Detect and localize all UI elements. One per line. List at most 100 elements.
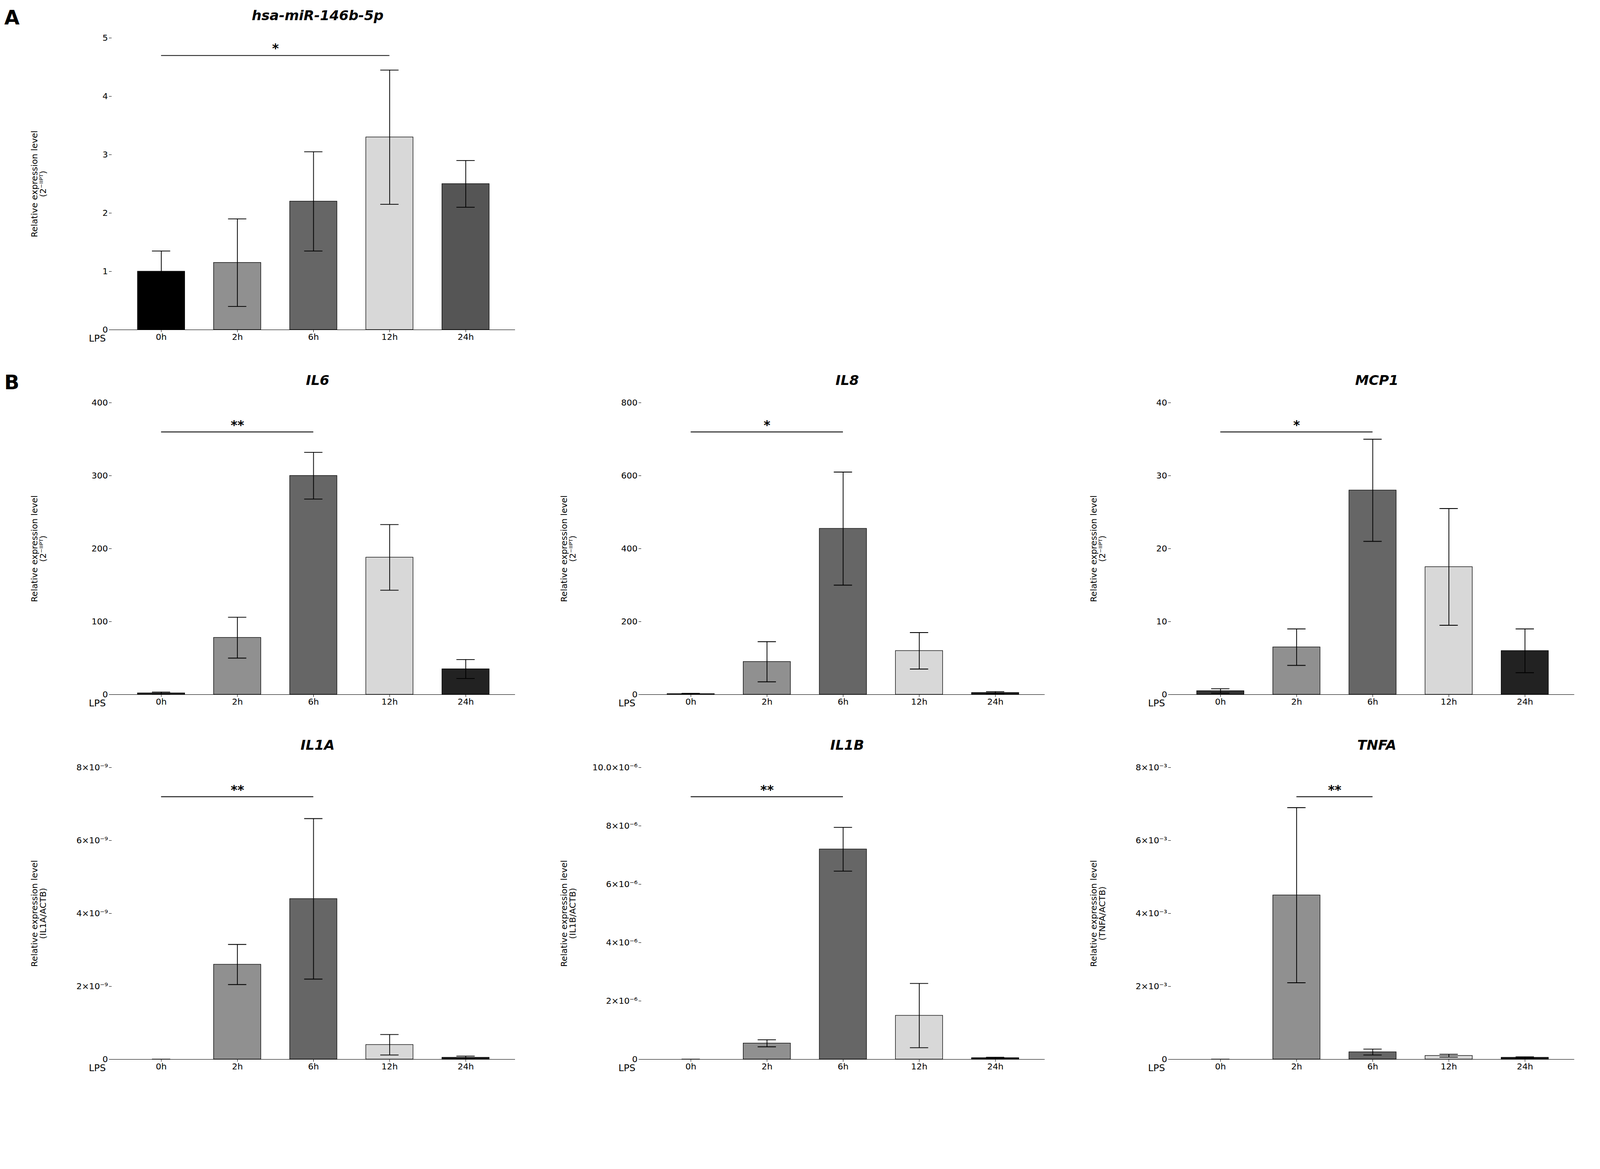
svg-text:4: 4 [102,90,109,102]
svg-text:**: ** [760,782,774,798]
svg-text:0: 0 [632,689,638,700]
svg-text:12h: 12h [1440,1061,1458,1072]
svg-text:6×10⁻⁹: 6×10⁻⁹ [76,835,109,846]
svg-text:10.0×10⁻⁶: 10.0×10⁻⁶ [592,762,638,773]
html-text:A: A [4,6,20,30]
svg-text:0h: 0h [685,696,697,707]
svg-text:0h: 0h [155,1061,167,1072]
svg-text:24h: 24h [1516,696,1534,707]
svg-text:24h: 24h [987,1061,1004,1072]
svg-text:6×10⁻⁶: 6×10⁻⁶ [606,878,638,890]
svg-text:2: 2 [102,207,109,219]
svg-text:0: 0 [102,324,108,335]
svg-text:8×10⁻⁹: 8×10⁻⁹ [76,762,109,773]
svg-text:6h: 6h [1367,1061,1379,1072]
svg-text:*: * [763,417,771,433]
svg-text:400: 400 [91,397,108,408]
svg-text:8×10⁻³: 8×10⁻³ [1135,762,1168,773]
svg-text:30: 30 [1156,470,1167,481]
html-text:B: B [4,370,20,394]
svg-text:**: ** [230,782,245,798]
svg-text:Relative expression level(IL1A: Relative expression level(IL1A/ACTB) [29,860,49,967]
html-text:IL6: IL6 [305,372,330,389]
svg-text:0h: 0h [1215,1061,1226,1072]
html-text:IL1A: IL1A [300,736,335,754]
svg-text:6×10⁻³: 6×10⁻³ [1135,835,1168,846]
svg-text:5: 5 [102,32,109,43]
svg-text:*: * [1293,417,1300,433]
svg-text:12h: 12h [381,1061,398,1072]
svg-text:20: 20 [1156,543,1167,554]
svg-text:2h: 2h [761,1061,773,1072]
svg-text:**: ** [230,417,245,433]
svg-text:12h: 12h [911,1061,928,1072]
svg-text:LPS: LPS [618,697,636,709]
svg-text:1: 1 [102,266,109,277]
svg-text:0h: 0h [155,696,167,707]
svg-text:4×10⁻³: 4×10⁻³ [1135,908,1168,919]
svg-text:Relative expression level(TNFA: Relative expression level(TNFA/ACTB) [1088,860,1108,967]
svg-text:LPS: LPS [88,1062,107,1074]
html-text:hsa-miR-146b-5p: hsa-miR-146b-5p [251,7,384,24]
svg-text:2×10⁻⁶: 2×10⁻⁶ [606,995,638,1007]
svg-text:200: 200 [91,543,108,554]
svg-text:0h: 0h [1215,696,1226,707]
svg-text:LPS: LPS [618,1062,636,1074]
svg-text:0: 0 [1161,1054,1168,1065]
svg-text:6h: 6h [308,331,319,343]
svg-text:2h: 2h [231,696,243,707]
html-text:TNFA: TNFA [1357,736,1397,754]
svg-text:600: 600 [621,470,638,481]
svg-text:12h: 12h [911,696,928,707]
svg-text:2×10⁻⁹: 2×10⁻⁹ [76,981,109,992]
svg-text:6h: 6h [308,696,319,707]
svg-text:Relative expression level(2⁻ᴵᴵ: Relative expression level(2⁻ᴵᴵᴾᵀ) [29,495,49,603]
svg-text:200: 200 [621,616,638,627]
svg-text:6h: 6h [837,1061,849,1072]
svg-text:400: 400 [621,543,638,554]
svg-text:2h: 2h [761,696,773,707]
svg-text:10: 10 [1156,616,1167,627]
svg-text:12h: 12h [381,696,398,707]
svg-text:**: ** [1327,782,1342,798]
svg-text:24h: 24h [1516,1061,1534,1072]
svg-text:6h: 6h [308,1061,319,1072]
html-text:MCP1: MCP1 [1355,372,1399,389]
svg-text:0: 0 [1161,689,1168,700]
svg-text:6h: 6h [1367,696,1379,707]
svg-text:24h: 24h [987,696,1004,707]
svg-text:2h: 2h [1290,1061,1302,1072]
svg-text:3: 3 [102,149,109,160]
svg-text:4×10⁻⁶: 4×10⁻⁶ [606,937,638,948]
svg-text:Relative expression level(2⁻ᴵᴵ: Relative expression level(2⁻ᴵᴵᴾᵀ) [29,130,49,238]
svg-text:LPS: LPS [1148,1062,1166,1074]
svg-text:24h: 24h [457,331,474,343]
svg-text:2h: 2h [231,1061,243,1072]
svg-text:40: 40 [1156,397,1167,408]
svg-text:0: 0 [102,689,108,700]
svg-text:6h: 6h [837,696,849,707]
svg-text:LPS: LPS [88,333,107,344]
svg-text:*: * [272,40,279,56]
html-text:IL1B: IL1B [830,736,865,754]
svg-text:Relative expression level(IL1B: Relative expression level(IL1B/ACTB) [558,860,578,967]
svg-text:2h: 2h [231,331,243,343]
svg-text:0h: 0h [685,1061,697,1072]
svg-text:0h: 0h [155,331,167,343]
svg-text:4×10⁻⁹: 4×10⁻⁹ [76,908,109,919]
svg-text:24h: 24h [457,1061,474,1072]
svg-text:Relative expression level(2⁻ᴵᴵ: Relative expression level(2⁻ᴵᴵᴾᵀ) [558,495,578,603]
svg-text:LPS: LPS [1148,697,1166,709]
svg-text:12h: 12h [381,331,398,343]
svg-text:2×10⁻³: 2×10⁻³ [1135,981,1168,992]
svg-text:100: 100 [91,616,108,627]
svg-text:24h: 24h [457,696,474,707]
svg-text:12h: 12h [1440,696,1458,707]
svg-text:Relative expression level(2⁻ᴵᴵ: Relative expression level(2⁻ᴵᴵᴾᵀ) [1088,495,1108,603]
html-text:IL8: IL8 [835,372,859,389]
svg-text:300: 300 [91,470,108,481]
svg-text:LPS: LPS [88,697,107,709]
svg-text:2h: 2h [1290,696,1302,707]
svg-text:8×10⁻⁶: 8×10⁻⁶ [606,820,638,831]
svg-text:800: 800 [621,397,638,408]
